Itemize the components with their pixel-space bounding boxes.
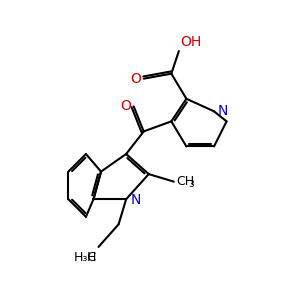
Text: H: H — [87, 251, 97, 264]
Text: N: N — [218, 104, 228, 118]
Text: N: N — [131, 194, 141, 208]
Text: OH: OH — [180, 34, 201, 49]
Text: 3: 3 — [188, 180, 194, 189]
Text: O: O — [120, 99, 131, 113]
Text: CH: CH — [176, 175, 194, 188]
Text: O: O — [130, 72, 141, 86]
Text: H₃C: H₃C — [74, 251, 97, 264]
